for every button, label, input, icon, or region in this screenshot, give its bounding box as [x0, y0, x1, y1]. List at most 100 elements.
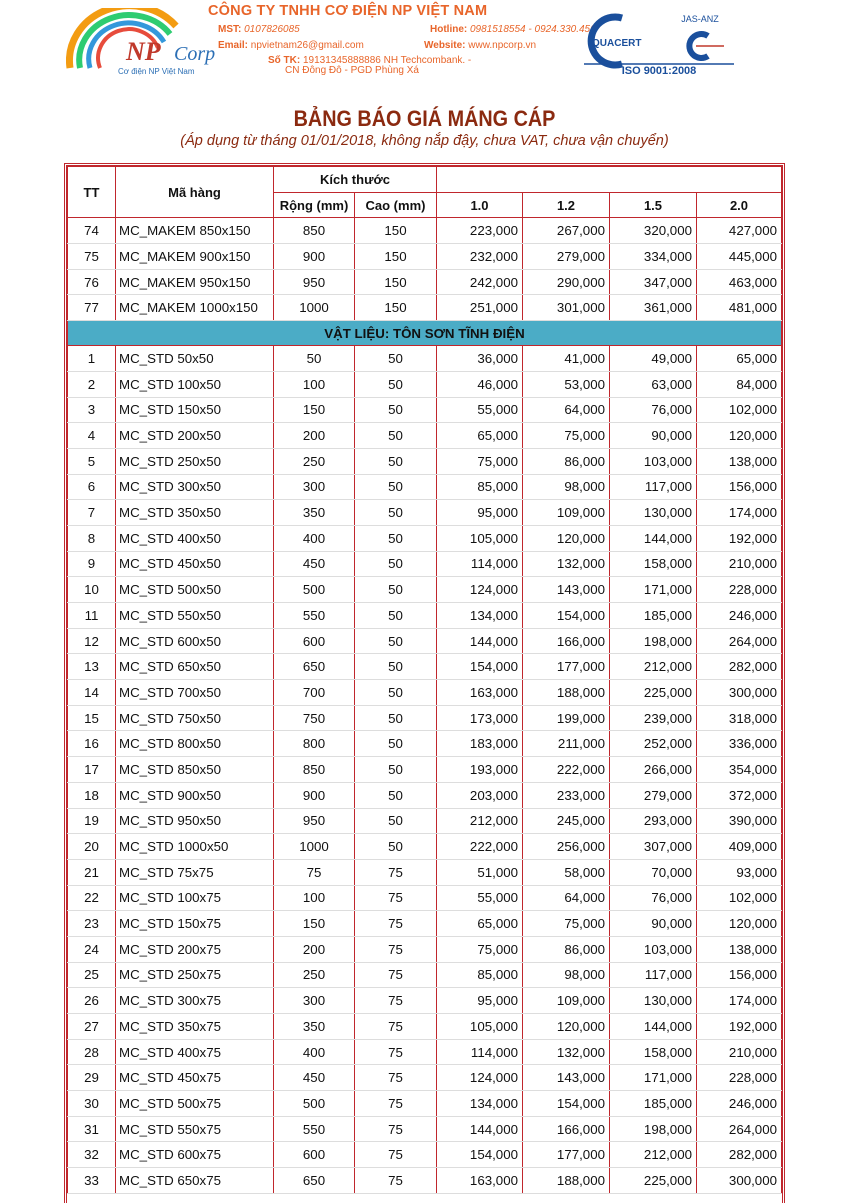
table-cell: MC_STD 250x50 — [115, 447, 274, 475]
table-cell: 307,000 — [609, 833, 697, 860]
website-label: Website: — [424, 40, 466, 51]
table-cell: 14 — [67, 679, 116, 706]
table-cell: 86,000 — [522, 935, 610, 963]
table-cell: 300,000 — [696, 679, 782, 706]
section-title: VẬT LIỆU: TÔN SƠN TĨNH ĐIỆN — [67, 320, 782, 347]
table-cell: 350 — [273, 1013, 355, 1040]
table-cell: 24 — [67, 935, 116, 963]
table-cell: 75,000 — [522, 422, 610, 449]
table-cell: 950 — [273, 268, 355, 296]
table-cell: MC_STD 300x50 — [115, 473, 274, 501]
table-cell: 58,000 — [522, 858, 610, 886]
table-cell: 75 — [354, 1038, 437, 1066]
table-cell: 50 — [354, 345, 437, 372]
table-cell: 75 — [354, 1115, 437, 1143]
table-cell: 166,000 — [522, 1115, 610, 1143]
table-cell: 95,000 — [436, 499, 523, 526]
table-cell: MC_STD 600x50 — [115, 627, 274, 655]
table-cell: 11 — [67, 602, 116, 629]
table-cell: 50 — [354, 396, 437, 424]
page-title: BẢNG BÁO GIÁ MÁNG CÁP — [293, 106, 556, 131]
table-cell: 75,000 — [436, 935, 523, 963]
table-cell: 445,000 — [696, 243, 782, 270]
table-cell: 242,000 — [436, 268, 523, 296]
table-cell: 90,000 — [609, 910, 697, 937]
table-cell: MC_STD 700x50 — [115, 679, 274, 706]
table-cell: 150 — [354, 294, 437, 322]
table-cell: 282,000 — [696, 1141, 782, 1169]
table-cell: 50 — [354, 807, 437, 835]
table-row: 31 MC_STD 550x75 550 75 144,000 166,000 198,00… — [67, 1115, 782, 1143]
table-cell: MC_STD 500x50 — [115, 576, 274, 603]
col-thickness: 2.0 — [696, 191, 782, 219]
table-row: 18 MC_STD 900x50 900 50 203,000 233,000 279,00… — [67, 781, 782, 809]
table-cell: 450 — [273, 550, 355, 578]
table-cell: 50 — [354, 499, 437, 526]
table-cell: 17 — [67, 756, 116, 783]
table-row: 3 MC_STD 150x50 150 50 55,000 64,000 76,000 102… — [67, 396, 782, 424]
table-cell: MC_STD 650x50 — [115, 653, 274, 681]
table-cell: 84,000 — [696, 370, 782, 398]
table-cell: 30 — [67, 1090, 116, 1117]
col-height: Cao (mm) — [354, 191, 437, 219]
table-cell: MC_STD 950x50 — [115, 807, 274, 835]
table-cell: 13 — [67, 653, 116, 681]
table-cell: 49,000 — [609, 345, 697, 372]
hotline-label: Hotline: — [430, 24, 468, 35]
table-cell: 120,000 — [522, 1013, 610, 1040]
letterhead: NP Corp Cơ điện NP Việt Nam CÔNG TY TNHH… — [0, 0, 849, 90]
table-cell: 75 — [354, 884, 437, 912]
table-cell: 150 — [354, 268, 437, 296]
table-row: 7 MC_STD 350x50 350 50 95,000 109,000 130,000 1… — [67, 499, 782, 526]
table-cell: 203,000 — [436, 781, 523, 809]
table-row: 5 MC_STD 250x50 250 50 75,000 86,000 103,000 13… — [67, 447, 782, 475]
table-cell: 1 — [67, 345, 116, 372]
table-cell: 64,000 — [522, 884, 610, 912]
table-cell: 400 — [273, 524, 355, 552]
table-row: 32 MC_STD 600x75 600 75 154,000 177,000 212,00… — [67, 1141, 782, 1169]
table-cell: 212,000 — [436, 807, 523, 835]
table-row: 30 MC_STD 500x75 500 75 134,000 154,000 185,00… — [67, 1090, 782, 1117]
table-cell: 65,000 — [436, 910, 523, 937]
table-cell: 114,000 — [436, 1038, 523, 1066]
table-cell: 103,000 — [609, 447, 697, 475]
table-cell: 138,000 — [696, 447, 782, 475]
table-cell: 90,000 — [609, 422, 697, 449]
table-row: 16 MC_STD 800x50 800 50 183,000 211,000 252,00… — [67, 730, 782, 758]
table-cell: 245,000 — [522, 807, 610, 835]
table-cell: 481,000 — [696, 294, 782, 322]
table-cell: 154,000 — [522, 602, 610, 629]
table-cell: MC_MAKEM 900x150 — [115, 243, 274, 270]
table-cell: 301,000 — [522, 294, 610, 322]
table-cell: 210,000 — [696, 1038, 782, 1066]
table-cell: 75 — [354, 1141, 437, 1169]
table-cell: 18 — [67, 781, 116, 809]
table-cell: 166,000 — [522, 627, 610, 655]
table-cell: MC_STD 650x75 — [115, 1167, 274, 1194]
table-row: 13 MC_STD 650x50 650 50 154,000 177,000 212,00… — [67, 653, 782, 681]
table-cell: 75 — [354, 1167, 437, 1194]
table-cell: MC_STD 750x50 — [115, 704, 274, 732]
table-cell: 950 — [273, 807, 355, 835]
table-row: 1 MC_STD 50x50 50 50 36,000 41,000 49,000 65,00… — [67, 345, 782, 372]
table-cell: 150 — [354, 243, 437, 270]
table-cell: 228,000 — [696, 1064, 782, 1092]
svg-text:JAS-ANZ: JAS-ANZ — [681, 14, 719, 24]
table-cell: 50 — [354, 576, 437, 603]
table-cell: 290,000 — [522, 268, 610, 296]
table-cell: MC_STD 400x50 — [115, 524, 274, 552]
table-cell: MC_STD 350x75 — [115, 1013, 274, 1040]
table-cell: MC_STD 150x50 — [115, 396, 274, 424]
table-cell: MC_STD 450x50 — [115, 550, 274, 578]
table-cell: 76 — [67, 268, 116, 296]
table-cell: 64,000 — [522, 396, 610, 424]
table-cell: 102,000 — [696, 396, 782, 424]
table-cell: 138,000 — [696, 935, 782, 963]
table-cell: 144,000 — [609, 1013, 697, 1040]
table-cell: MC_STD 400x75 — [115, 1038, 274, 1066]
table-cell: MC_STD 800x50 — [115, 730, 274, 758]
table-cell: 50 — [354, 550, 437, 578]
table-cell: 130,000 — [609, 987, 697, 1014]
table-cell: 267,000 — [522, 217, 610, 245]
table-cell: MC_STD 900x50 — [115, 781, 274, 809]
